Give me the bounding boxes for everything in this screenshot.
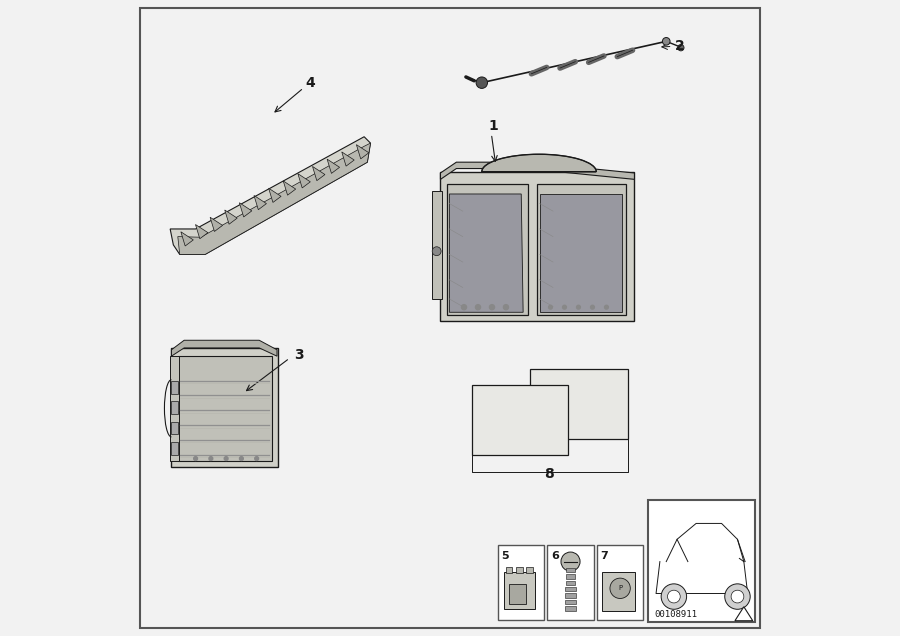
Polygon shape — [440, 162, 634, 179]
Bar — [498, 545, 544, 620]
Polygon shape — [239, 203, 252, 217]
Bar — [504, 572, 535, 609]
Polygon shape — [540, 194, 622, 312]
Text: 2: 2 — [675, 39, 685, 53]
Circle shape — [462, 305, 466, 310]
Text: 6: 6 — [551, 551, 559, 562]
Circle shape — [432, 247, 441, 256]
Polygon shape — [210, 218, 222, 232]
Circle shape — [562, 305, 566, 309]
Polygon shape — [449, 194, 523, 312]
Circle shape — [590, 305, 594, 309]
Bar — [597, 545, 644, 620]
Bar — [565, 593, 576, 598]
Bar — [566, 574, 575, 579]
Polygon shape — [284, 181, 296, 195]
Text: 1: 1 — [489, 119, 498, 133]
Bar — [529, 369, 628, 439]
Circle shape — [503, 305, 508, 310]
Polygon shape — [312, 167, 325, 181]
Circle shape — [476, 77, 488, 88]
Polygon shape — [356, 144, 369, 159]
Polygon shape — [432, 191, 442, 299]
Polygon shape — [178, 143, 371, 254]
Polygon shape — [225, 210, 238, 225]
Bar — [547, 545, 594, 620]
Circle shape — [224, 457, 228, 460]
Polygon shape — [181, 232, 194, 246]
Circle shape — [724, 584, 751, 609]
Polygon shape — [268, 188, 281, 202]
Bar — [171, 442, 178, 455]
Polygon shape — [342, 152, 355, 166]
Circle shape — [475, 305, 481, 310]
Bar — [171, 381, 178, 394]
Polygon shape — [298, 174, 310, 188]
Bar — [565, 600, 576, 604]
Bar — [526, 567, 533, 573]
Text: 5: 5 — [501, 551, 509, 562]
Bar — [171, 401, 178, 414]
Polygon shape — [195, 225, 208, 238]
Circle shape — [194, 457, 197, 460]
Polygon shape — [170, 137, 371, 254]
Circle shape — [662, 38, 670, 45]
Polygon shape — [482, 155, 597, 172]
Text: 00108911: 00108911 — [655, 610, 698, 619]
Text: 8: 8 — [544, 467, 554, 481]
Bar — [565, 587, 576, 591]
Bar — [506, 567, 512, 573]
Bar — [565, 606, 576, 611]
Circle shape — [549, 305, 553, 309]
Bar — [602, 572, 635, 611]
Bar — [171, 348, 278, 467]
Bar — [508, 584, 526, 604]
Circle shape — [731, 590, 743, 603]
Bar — [566, 568, 575, 572]
Bar — [170, 356, 179, 461]
Circle shape — [678, 45, 684, 51]
Circle shape — [577, 305, 580, 309]
Circle shape — [561, 552, 581, 571]
Circle shape — [605, 305, 608, 309]
Polygon shape — [327, 159, 339, 174]
Bar — [472, 385, 568, 455]
Circle shape — [209, 457, 212, 460]
Circle shape — [490, 305, 494, 310]
Polygon shape — [171, 340, 277, 356]
Bar — [171, 422, 178, 434]
Circle shape — [255, 457, 258, 460]
Circle shape — [610, 578, 630, 598]
Bar — [537, 184, 626, 315]
Bar — [446, 184, 528, 315]
Text: 4: 4 — [305, 76, 315, 90]
Polygon shape — [735, 607, 752, 621]
Bar — [516, 567, 523, 573]
Circle shape — [662, 584, 687, 609]
Bar — [648, 500, 755, 622]
Circle shape — [668, 590, 680, 603]
Text: 3: 3 — [293, 348, 303, 362]
Text: 7: 7 — [600, 551, 608, 562]
Text: P: P — [618, 585, 622, 591]
Circle shape — [239, 457, 243, 460]
Bar — [565, 581, 575, 585]
Bar — [440, 172, 634, 321]
Bar — [178, 356, 272, 461]
Polygon shape — [254, 195, 266, 210]
